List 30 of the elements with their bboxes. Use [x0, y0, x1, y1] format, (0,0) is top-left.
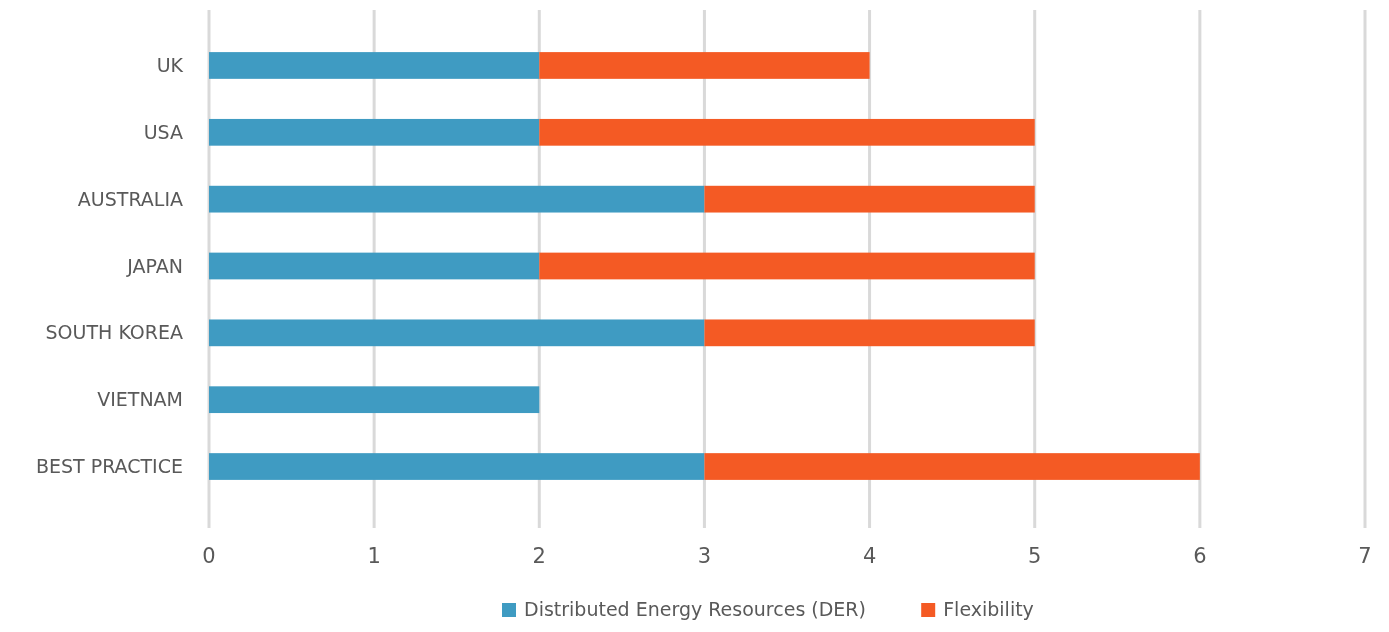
- bar: [539, 118, 1035, 146]
- x-tick-label: 4: [862, 544, 877, 568]
- legend-label: Flexibility: [943, 598, 1034, 620]
- x-tick-label: 6: [1193, 544, 1207, 568]
- bar: [704, 453, 1200, 480]
- y-tick-label: AUSTRALIA: [77, 187, 183, 210]
- x-tick-label: 7: [1358, 544, 1372, 568]
- bar: [209, 252, 540, 280]
- bar: [209, 319, 705, 347]
- x-tick-label: 5: [1028, 544, 1042, 568]
- x-tick-label: 1: [367, 544, 381, 568]
- bar: [539, 252, 1035, 280]
- y-tick-label: SOUTH KOREA: [45, 321, 183, 344]
- bar: [704, 185, 1035, 213]
- y-tick-label: BEST PRACTICE: [35, 455, 183, 478]
- legend-label: Distributed Energy Resources (DER): [524, 598, 866, 620]
- x-tick-label: 3: [697, 544, 712, 568]
- bar: [209, 185, 705, 213]
- bar: [209, 52, 540, 79]
- x-tick-label: 0: [202, 544, 216, 568]
- bar: [209, 453, 705, 480]
- bar: [209, 386, 540, 414]
- y-tick-label: UK: [156, 54, 184, 77]
- y-tick-label: VIETNAM: [97, 388, 183, 411]
- bar: [209, 118, 540, 146]
- y-tick-label: JAPAN: [126, 254, 183, 277]
- y-tick-label: USA: [143, 120, 183, 143]
- bar: [539, 52, 870, 79]
- bar: [704, 319, 1035, 347]
- x-tick-label: 2: [532, 544, 546, 568]
